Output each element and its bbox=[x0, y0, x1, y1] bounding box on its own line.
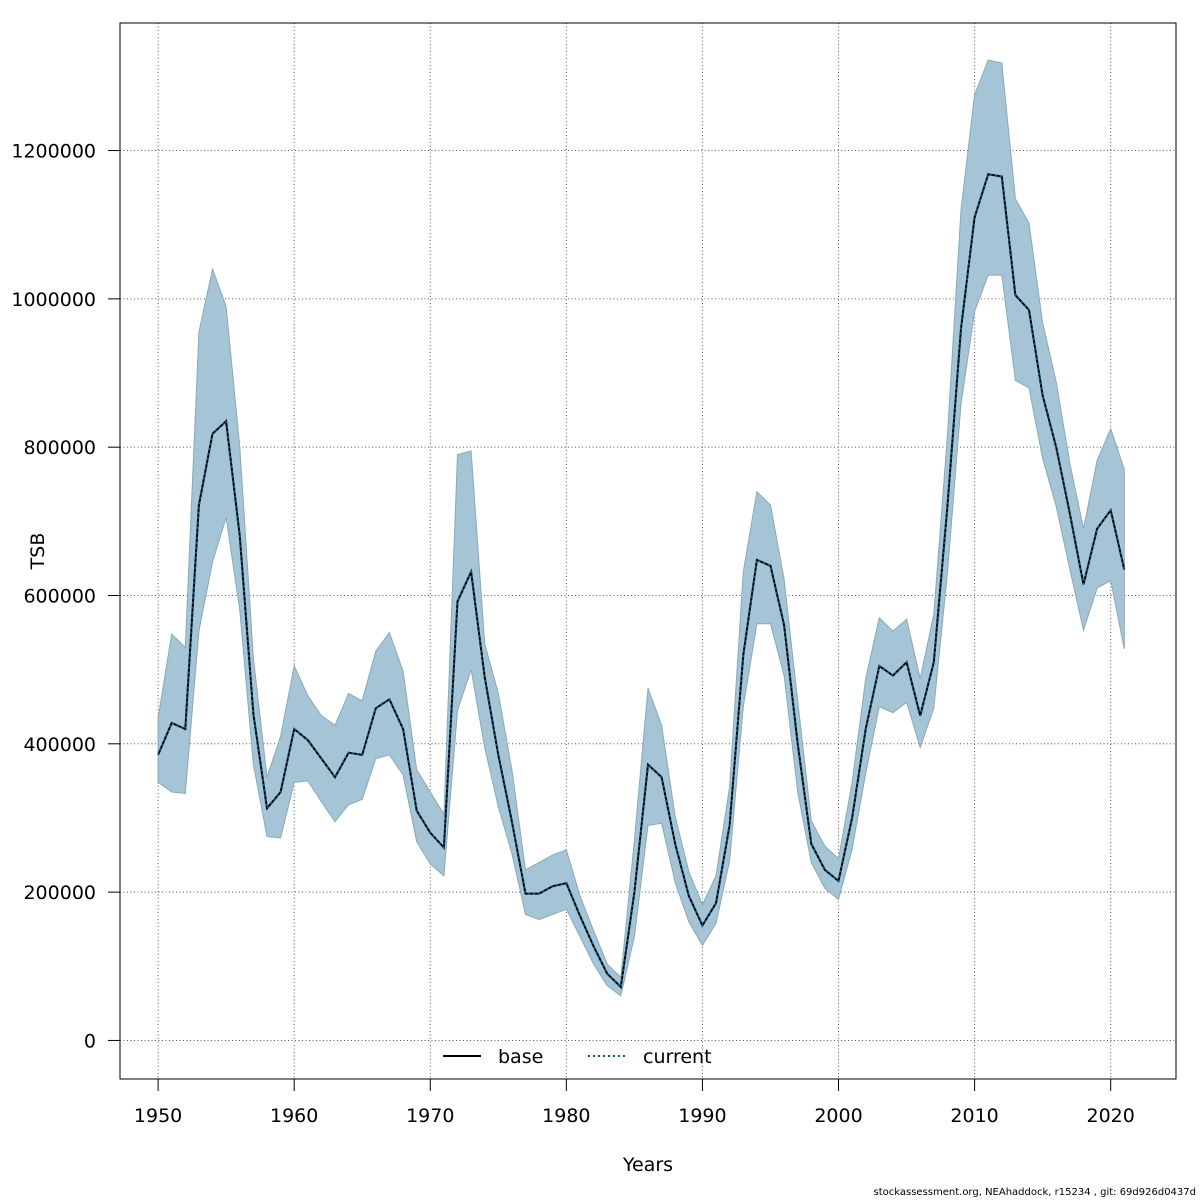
x-tick-label-1960: 1960 bbox=[270, 1105, 318, 1127]
x-tick-label-1980: 1980 bbox=[542, 1105, 590, 1127]
series-line-current bbox=[157, 173, 1126, 990]
y-tick-label-400000: 400000 bbox=[23, 734, 96, 756]
x-tick-label-2020: 2020 bbox=[1087, 1105, 1135, 1127]
grid-lines bbox=[120, 23, 1176, 1079]
y-axis: 0 200000 400000 600000 800000 1000000 1200000 bbox=[11, 141, 120, 1052]
x-tick-label-2010: 2010 bbox=[950, 1105, 998, 1127]
y-tick-label-600000: 600000 bbox=[23, 585, 96, 607]
x-tick-label-1950: 1950 bbox=[134, 1105, 182, 1127]
y-tick-label-0: 0 bbox=[84, 1030, 96, 1052]
y-tick-label-1200000: 1200000 bbox=[11, 141, 96, 163]
legend-label-base: base bbox=[498, 1046, 543, 1068]
confidence-band bbox=[157, 59, 1125, 997]
y-tick-label-800000: 800000 bbox=[23, 437, 96, 459]
x-axis-title: Years bbox=[622, 1154, 673, 1176]
legend: base current bbox=[443, 1046, 712, 1068]
y-tick-label-200000: 200000 bbox=[23, 882, 96, 904]
x-axis: 1950 1960 1970 1980 1990 2000 2010 2020 bbox=[134, 1078, 1135, 1127]
x-tick-label-1990: 1990 bbox=[678, 1105, 726, 1127]
footer-note: stockassessment.org, NEAhaddock, r15234 … bbox=[873, 1187, 1197, 1198]
x-tick-label-2000: 2000 bbox=[814, 1105, 862, 1127]
x-tick-label-1970: 1970 bbox=[406, 1105, 454, 1127]
y-tick-label-1000000: 1000000 bbox=[11, 289, 96, 311]
plot-frame bbox=[119, 22, 1177, 1080]
y-axis-title: TSB bbox=[27, 533, 49, 571]
legend-label-current: current bbox=[643, 1046, 712, 1068]
